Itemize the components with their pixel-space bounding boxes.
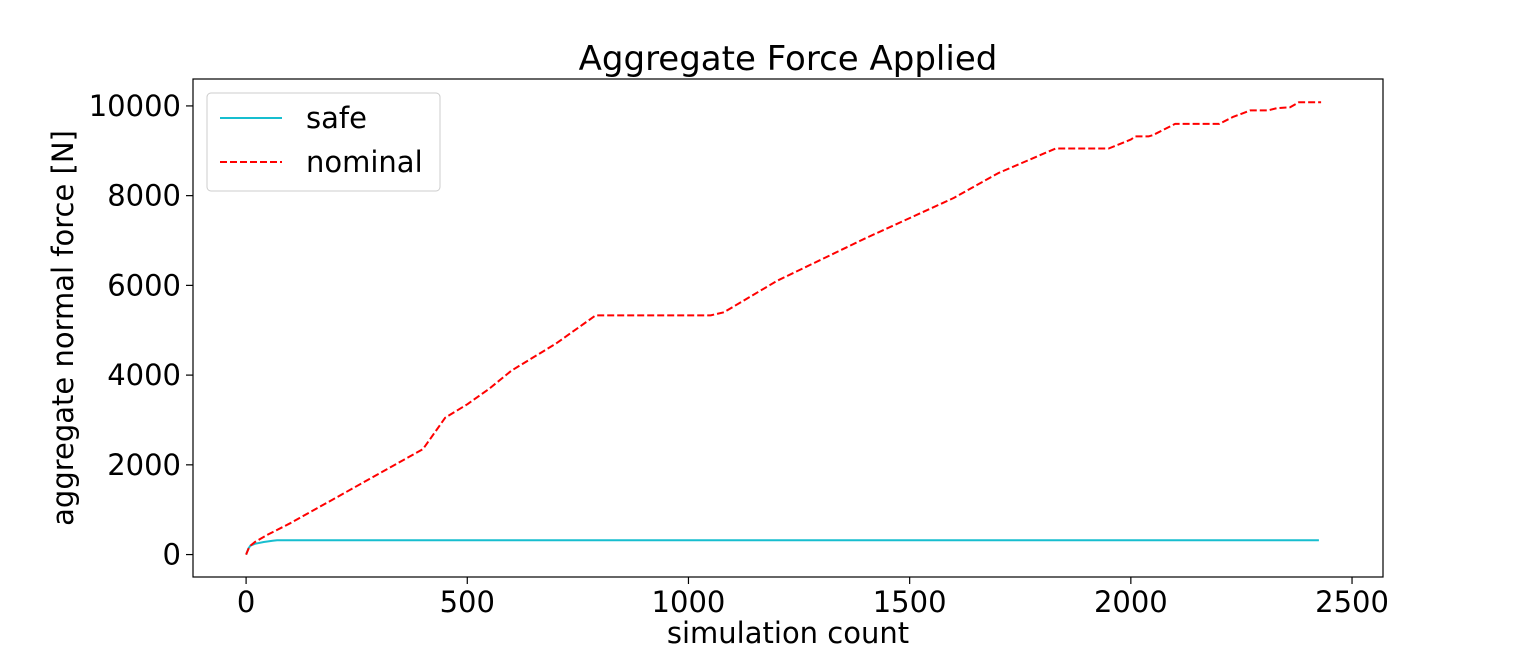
chart-title: Aggregate Force Applied (579, 39, 998, 79)
x-tick-label: 500 (440, 585, 495, 619)
y-tick-label: 0 (163, 538, 181, 572)
y-tick-label: 4000 (107, 358, 181, 392)
plot-area (192, 78, 1384, 578)
axes-group: 0 500 1000 1500 2000 2500 0 2000 4000 6000 8000 100… (89, 89, 1389, 619)
x-tick-label: 1000 (652, 585, 726, 619)
series-line-nominal (245, 101, 1322, 555)
x-tick-label: 2000 (1094, 585, 1168, 619)
legend-label-safe: safe (306, 101, 367, 135)
y-tick-label: 6000 (107, 268, 181, 302)
x-tick-label: 1500 (873, 585, 947, 619)
y-tick-label: 10000 (89, 89, 181, 123)
x-axis-label: simulation count (667, 616, 909, 648)
series-group (245, 101, 1322, 555)
x-tick-label: 2500 (1315, 585, 1389, 619)
plot-frame (192, 78, 1384, 578)
x-tick-label: 0 (237, 585, 255, 619)
legend-label-nominal: nominal (306, 145, 423, 179)
y-tick-label: 2000 (107, 448, 181, 482)
y-tick-label: 8000 (107, 179, 181, 213)
legend: safe nominal (206, 92, 441, 192)
y-axis-label: aggregate normal force [N] (46, 130, 80, 526)
